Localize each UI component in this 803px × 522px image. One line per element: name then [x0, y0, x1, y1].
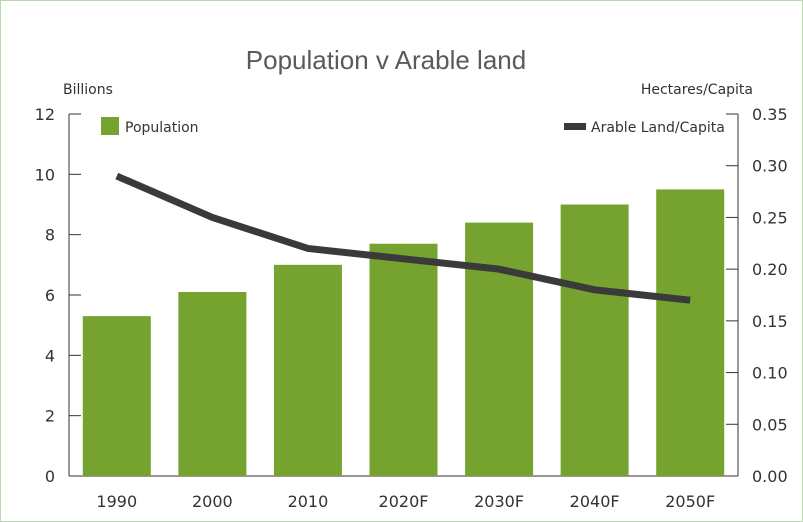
x-tick-labels: 1990 2000 2010 2020F 2030F 2040F 2050F — [96, 492, 715, 511]
arable-land-line — [115, 172, 691, 304]
chart-title: Population v Arable land — [246, 45, 526, 75]
population-bar — [560, 204, 629, 476]
population-bars — [82, 189, 725, 476]
population-bar — [178, 291, 247, 476]
legend-swatch-population — [101, 117, 119, 135]
x-tick-label: 1990 — [96, 492, 137, 511]
right-tick-label: 0.25 — [752, 208, 788, 227]
right-tick-label: 0.30 — [752, 157, 788, 176]
legend-label-population: Population — [125, 120, 199, 136]
population-bar — [273, 264, 342, 476]
legend: Population Arable Land/Capita — [101, 117, 725, 136]
left-tick-label: 0 — [45, 467, 55, 486]
left-tick-label: 10 — [35, 165, 55, 184]
legend-label-arable: Arable Land/Capita — [591, 120, 725, 136]
right-axis-label: Hectares/Capita — [641, 82, 753, 98]
x-tick-label: 2030F — [474, 492, 524, 511]
left-tick-label: 8 — [45, 226, 55, 245]
x-tick-label: 2010 — [288, 492, 329, 511]
right-tick-label: 0.00 — [752, 467, 788, 486]
x-tick-label: 2050F — [665, 492, 715, 511]
population-bar — [465, 222, 534, 476]
left-axis-label: Billions — [63, 82, 113, 98]
left-tick-label: 4 — [45, 346, 55, 365]
population-bar — [82, 316, 151, 476]
right-tick-label: 0.35 — [752, 105, 788, 124]
arable-line — [115, 172, 691, 304]
right-tick-label: 0.10 — [752, 364, 788, 383]
x-tick-label: 2000 — [192, 492, 233, 511]
right-tick-label: 0.20 — [752, 260, 788, 279]
x-tick-label: 2020F — [379, 492, 429, 511]
population-bar — [369, 243, 438, 476]
right-tick-label: 0.15 — [752, 312, 788, 331]
axes: 0 2 4 6 8 10 12 0.00 0.05 0.10 0.15 0.20 0.25 0.30 0.3… — [35, 105, 788, 486]
right-tick-label: 0.05 — [752, 415, 788, 434]
left-tick-label: 2 — [45, 407, 55, 426]
x-tick-label: 2040F — [570, 492, 620, 511]
legend-swatch-arable — [564, 123, 586, 130]
left-tick-label: 6 — [45, 286, 55, 305]
left-tick-label: 12 — [35, 105, 55, 124]
population-bar — [656, 189, 725, 476]
